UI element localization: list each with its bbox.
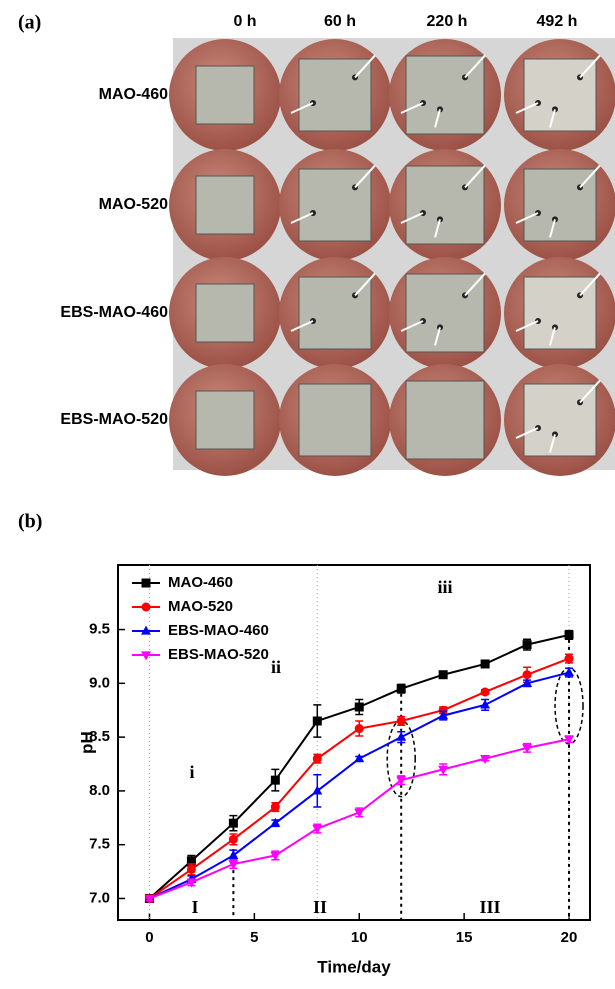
sample-square bbox=[406, 381, 484, 459]
y-tick-label: 9.5 bbox=[89, 621, 110, 638]
photo-grid: 0 h 60 h 220 h 492 h MAO-460 MAO-520 EBS-MAO-4… bbox=[60, 13, 615, 476]
marker bbox=[187, 865, 196, 874]
marker bbox=[439, 670, 448, 679]
sample-square bbox=[299, 59, 371, 131]
marker bbox=[355, 703, 364, 712]
sample-square bbox=[524, 169, 596, 241]
x-tick-label: 0 bbox=[145, 929, 153, 946]
sample-square bbox=[299, 277, 371, 349]
marker bbox=[229, 835, 238, 844]
sample-square bbox=[406, 274, 484, 352]
sample-square bbox=[406, 166, 484, 244]
stage-label: i bbox=[189, 762, 194, 782]
row-label: EBS-MAO-520 bbox=[60, 411, 168, 428]
marker bbox=[523, 640, 532, 649]
sample-square bbox=[299, 384, 371, 456]
legend-label: MAO-460 bbox=[168, 574, 233, 591]
marker bbox=[397, 684, 406, 693]
series-line bbox=[149, 739, 569, 898]
x-tick-label: 20 bbox=[561, 929, 578, 946]
row-label: MAO-460 bbox=[99, 86, 168, 103]
row-label: EBS-MAO-460 bbox=[60, 304, 168, 321]
legend-label: MAO-520 bbox=[168, 598, 233, 615]
series-line bbox=[149, 635, 569, 899]
y-tick-label: 7.0 bbox=[89, 889, 110, 906]
figure: (a) 0 h 60 h 220 h 492 h MAO-460 MAO-520 EBS-M… bbox=[0, 0, 615, 989]
marker bbox=[270, 818, 280, 827]
stage-label: I bbox=[191, 897, 198, 917]
sample-square bbox=[196, 391, 254, 449]
marker bbox=[481, 687, 490, 696]
legend-label: EBS-MAO-460 bbox=[168, 622, 269, 639]
marker bbox=[229, 819, 238, 828]
column-label: 492 h bbox=[537, 13, 578, 30]
sample-square bbox=[196, 284, 254, 342]
legend-marker bbox=[142, 579, 151, 588]
sample-square bbox=[406, 56, 484, 134]
x-axis-label: Time/day bbox=[317, 957, 391, 976]
y-axis-label: pH bbox=[77, 731, 96, 754]
stage-label: ii bbox=[271, 657, 281, 677]
column-label: 0 h bbox=[233, 13, 256, 30]
sample-square bbox=[196, 66, 254, 124]
stage-label: iii bbox=[437, 577, 452, 597]
marker bbox=[271, 803, 280, 812]
marker bbox=[313, 716, 322, 725]
marker bbox=[565, 630, 574, 639]
panel-label: (a) bbox=[18, 12, 41, 34]
marker bbox=[355, 724, 364, 733]
marker bbox=[481, 659, 490, 668]
marker bbox=[523, 670, 532, 679]
marker bbox=[271, 776, 280, 785]
sample-square bbox=[524, 384, 596, 456]
legend-marker bbox=[142, 603, 151, 612]
row-label: MAO-520 bbox=[99, 196, 168, 213]
x-tick-label: 10 bbox=[351, 929, 368, 946]
sample-square bbox=[524, 59, 596, 131]
marker bbox=[228, 850, 238, 859]
x-tick-label: 15 bbox=[456, 929, 473, 946]
sample-square bbox=[299, 169, 371, 241]
y-tick-label: 7.5 bbox=[89, 836, 110, 853]
legend-label: EBS-MAO-520 bbox=[168, 646, 269, 663]
marker bbox=[312, 786, 322, 795]
column-label: 220 h bbox=[427, 13, 468, 30]
x-tick-label: 5 bbox=[250, 929, 258, 946]
marker bbox=[565, 654, 574, 663]
y-tick-label: 9.0 bbox=[89, 674, 110, 691]
sample-square bbox=[196, 176, 254, 234]
marker bbox=[397, 716, 406, 725]
sample-square bbox=[524, 277, 596, 349]
y-tick-label: 8.0 bbox=[89, 782, 110, 799]
marker bbox=[313, 754, 322, 763]
stage-label: II bbox=[313, 897, 327, 917]
column-label: 60 h bbox=[324, 13, 356, 30]
panel-label: (b) bbox=[18, 511, 42, 533]
stage-label: III bbox=[479, 897, 500, 917]
